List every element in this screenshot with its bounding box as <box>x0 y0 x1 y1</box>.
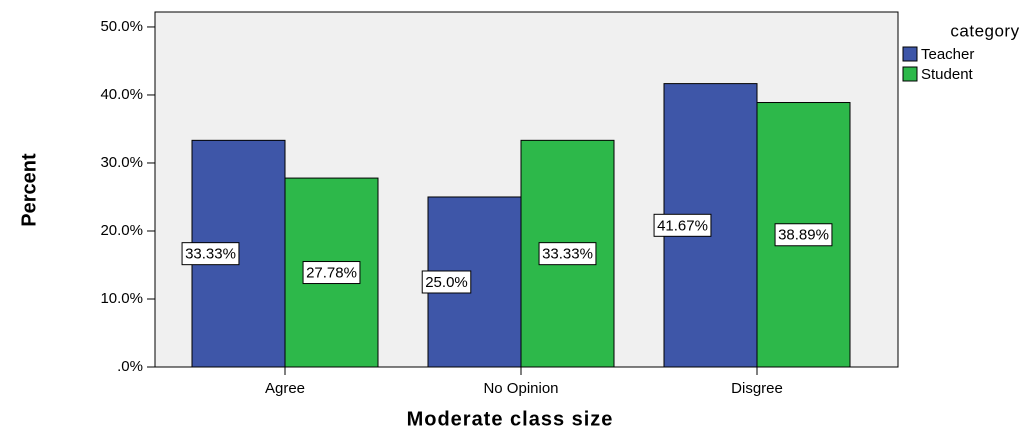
y-tick-label: 30.0% <box>100 154 143 171</box>
legend-title: category <box>950 21 1019 40</box>
x-tick-label: Agree <box>265 380 305 397</box>
x-tick-label: Disgree <box>731 380 783 397</box>
value-label-box <box>421 270 472 294</box>
legend-label: Teacher <box>921 46 974 63</box>
value-label-box <box>653 213 712 237</box>
legend-swatch <box>902 46 918 62</box>
y-tick-label: 20.0% <box>100 222 143 239</box>
value-label: 33.33% <box>185 246 236 263</box>
value-label-box <box>538 242 597 266</box>
value-label: 25.0% <box>425 274 468 291</box>
value-label: 38.89% <box>778 227 829 244</box>
value-label: 41.67% <box>657 217 708 234</box>
value-label-box <box>181 242 240 266</box>
legend-label: Student <box>921 66 974 83</box>
y-tick-label: 50.0% <box>100 18 143 35</box>
y-tick-label: 40.0% <box>100 86 143 103</box>
value-label: 33.33% <box>542 246 593 263</box>
value-label-box <box>302 261 361 285</box>
x-tick-label: No Opinion <box>483 380 558 397</box>
y-tick-label: .0% <box>117 358 143 375</box>
x-axis-title: Moderate class size <box>407 408 614 430</box>
value-label: 27.78% <box>306 265 357 282</box>
legend-swatch <box>902 66 918 82</box>
value-label-box <box>774 223 833 247</box>
y-tick-label: 10.0% <box>100 290 143 307</box>
y-axis-title: Percent <box>18 153 40 227</box>
